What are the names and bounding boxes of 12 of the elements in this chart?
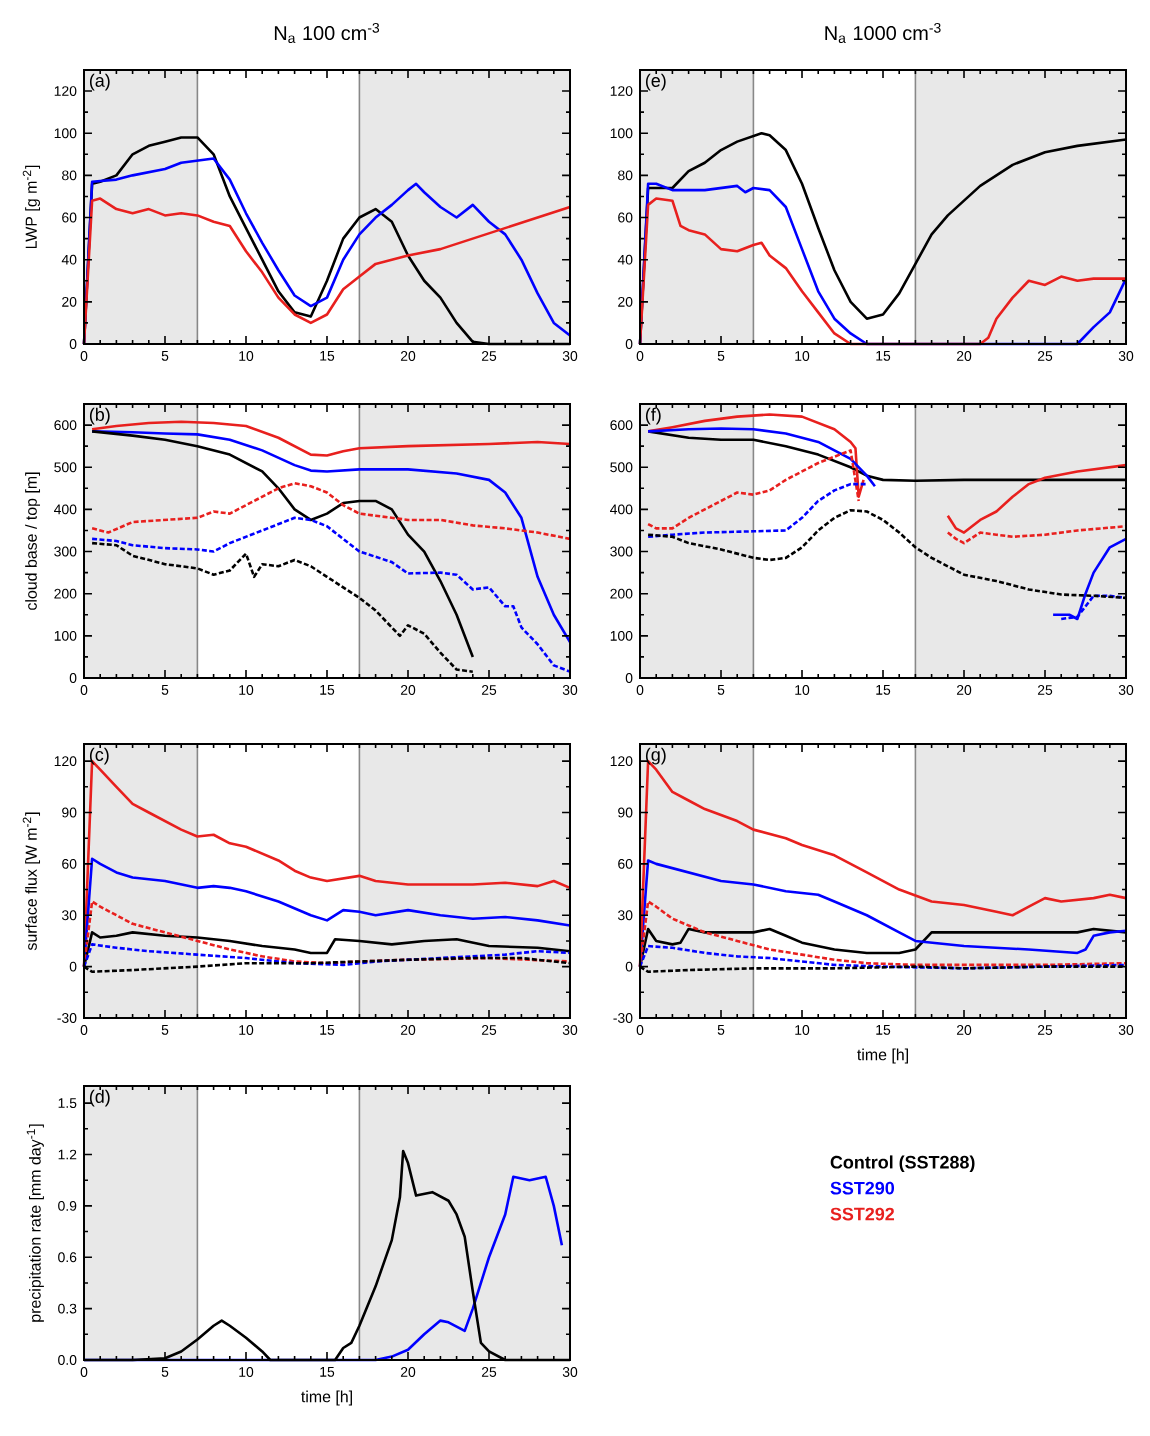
annotation: (b) bbox=[89, 407, 110, 425]
text: SST292 bbox=[830, 1207, 895, 1221]
text: SST290 bbox=[830, 1181, 895, 1195]
chart-title: N$_{a}$ 100 cm$^{-3}$ bbox=[274, 22, 380, 44]
text: Control (SST288) bbox=[830, 1155, 975, 1173]
annotation: (e) bbox=[645, 73, 666, 91]
annotation: (g) bbox=[645, 747, 666, 765]
chart-title: N$_{a}$ 1000 cm$^{-3}$ bbox=[825, 22, 941, 44]
annotation: (a) bbox=[89, 73, 110, 91]
annotation: (d) bbox=[89, 1089, 110, 1107]
annotation: (f) bbox=[645, 407, 661, 425]
annotation: (c) bbox=[89, 747, 109, 765]
